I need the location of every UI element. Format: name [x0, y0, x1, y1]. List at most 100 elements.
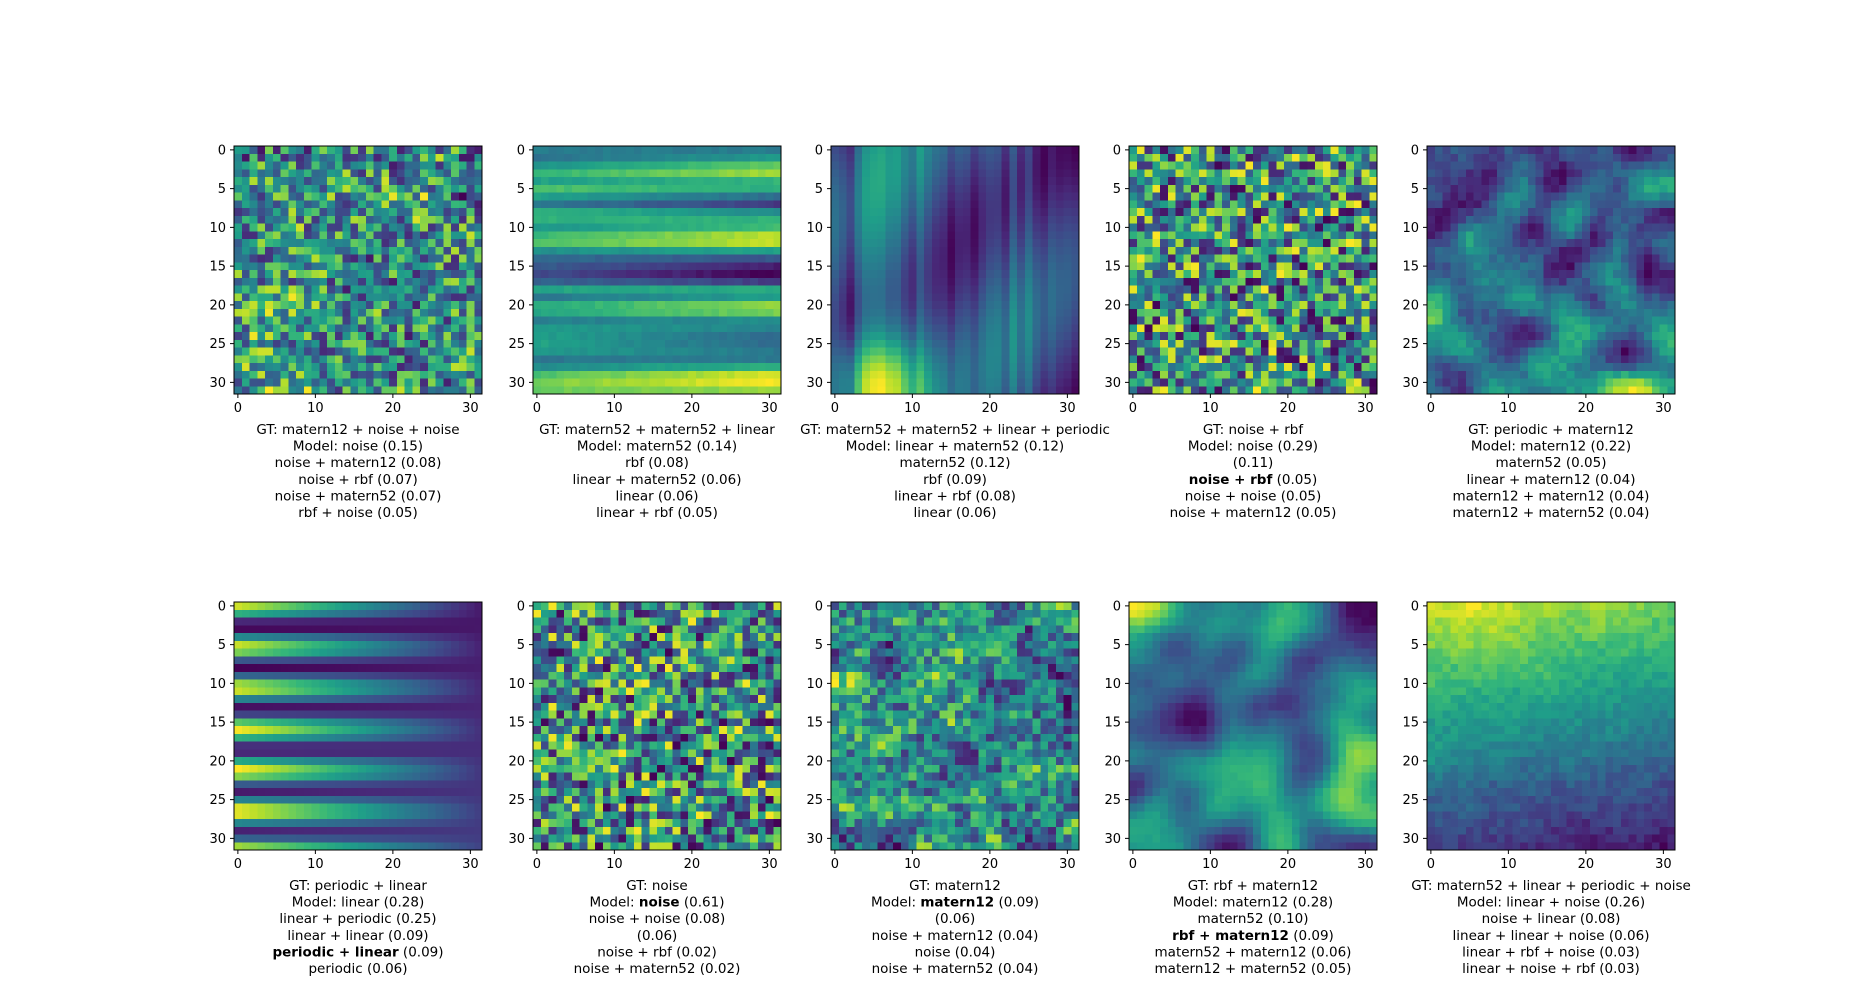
- heatmap-cell: [1071, 153, 1080, 162]
- heatmap-cell: [1458, 208, 1467, 217]
- heatmap-cell: [1017, 386, 1026, 395]
- heatmap-cell: [342, 293, 351, 302]
- heatmap-cell: [1520, 285, 1529, 294]
- heatmap-cell: [618, 215, 627, 224]
- heatmap-cell: [1496, 200, 1505, 209]
- heatmap-cell: [595, 332, 604, 341]
- heatmap-cell: [742, 161, 751, 170]
- y-tick-label: 15: [1104, 260, 1121, 275]
- heatmap-cell: [1504, 208, 1513, 217]
- heatmap-cell: [579, 355, 588, 364]
- heatmap-cell: [1040, 270, 1049, 279]
- heatmap-cell: [838, 184, 847, 193]
- heatmap-cell: [641, 161, 650, 170]
- heatmap-cell: [435, 153, 444, 162]
- heatmap-cell: [1520, 153, 1529, 162]
- heatmap-cell: [1574, 254, 1583, 263]
- heatmap-cell: [1009, 254, 1018, 263]
- heatmap-cell: [931, 285, 940, 294]
- heatmap-cell: [773, 332, 782, 341]
- heatmap-cell: [319, 169, 328, 178]
- heatmap-cell: [1315, 223, 1324, 232]
- heatmap-cell: [435, 370, 444, 379]
- heatmap-cell: [1268, 339, 1277, 348]
- heatmap-cell: [1322, 370, 1331, 379]
- heatmap-cell: [319, 200, 328, 209]
- heatmap-cell: [962, 308, 971, 317]
- heatmap-cell: [280, 184, 289, 193]
- heatmap-cell: [1009, 293, 1018, 302]
- heatmap-cell: [993, 324, 1002, 333]
- heatmap-cell: [916, 208, 925, 217]
- heatmap-cell: [334, 254, 343, 263]
- heatmap-cell: [838, 200, 847, 209]
- heatmap-cell: [1353, 378, 1362, 387]
- heatmap-cell: [773, 355, 782, 364]
- heatmap-cell: [1620, 231, 1629, 240]
- heatmap-cell: [466, 277, 475, 286]
- heatmap-cell: [579, 231, 588, 240]
- heatmap-cell: [1496, 285, 1505, 294]
- heatmap-cell: [540, 324, 549, 333]
- heatmap-cell: [1582, 153, 1591, 162]
- heatmap-cell: [978, 177, 987, 186]
- heatmap-cell: [1504, 308, 1513, 317]
- heatmap-cell: [1191, 223, 1200, 232]
- heatmap-cell: [1427, 192, 1436, 201]
- heatmap-cell: [1527, 223, 1536, 232]
- heatmap-cell: [900, 215, 909, 224]
- heatmap-cell: [1307, 277, 1316, 286]
- heatmap-cell: [303, 332, 312, 341]
- heatmap-cell: [1558, 200, 1567, 209]
- heatmap-cell: [970, 370, 979, 379]
- heatmap-cell: [303, 161, 312, 170]
- heatmap-cell: [1589, 293, 1598, 302]
- heatmap-cell: [885, 208, 894, 217]
- heatmap-cell: [342, 246, 351, 255]
- heatmap-cell: [626, 161, 635, 170]
- heatmap-cell: [319, 370, 328, 379]
- heatmap-cell: [579, 208, 588, 217]
- heatmap-cell: [358, 270, 367, 279]
- heatmap-cell: [1144, 285, 1153, 294]
- heatmap-cell: [1183, 293, 1192, 302]
- heatmap-cell: [1481, 324, 1490, 333]
- heatmap-cell: [381, 239, 390, 248]
- heatmap-cell: [1527, 293, 1536, 302]
- heatmap-cell: [695, 231, 704, 240]
- y-tick-label: 30: [508, 376, 525, 391]
- heatmap-cell: [1291, 192, 1300, 201]
- heatmap-cell: [939, 277, 948, 286]
- heatmap-cell: [1152, 285, 1161, 294]
- heatmap-cell: [342, 308, 351, 317]
- heatmap-cell: [1628, 239, 1637, 248]
- caption-segment: noise + noise (0.05): [1185, 488, 1322, 504]
- heatmap-cell: [854, 215, 863, 224]
- heatmap-cell: [1229, 254, 1238, 263]
- heatmap-cell: [1667, 285, 1676, 294]
- heatmap-cell: [1024, 153, 1033, 162]
- heatmap-cell: [765, 184, 774, 193]
- heatmap-cell: [466, 246, 475, 255]
- heatmap-cell: [1605, 301, 1614, 310]
- heatmap-cell: [1589, 161, 1598, 170]
- heatmap-cell: [1473, 192, 1482, 201]
- heatmap-cell: [241, 215, 250, 224]
- heatmap-cell: [978, 347, 987, 356]
- x-tick-label: 10: [606, 401, 623, 416]
- heatmap-cell: [986, 301, 995, 310]
- heatmap-cell: [877, 223, 886, 232]
- caption-segment: Model: linear + matern52 (0.12): [846, 439, 1064, 455]
- heatmap-cell: [1071, 308, 1080, 317]
- heatmap-cell: [1175, 262, 1184, 271]
- heatmap-cell: [296, 200, 305, 209]
- heatmap-cell: [1582, 285, 1591, 294]
- heatmap-cell: [649, 386, 658, 395]
- heatmap-cell: [1063, 301, 1072, 310]
- heatmap-cell: [342, 239, 351, 248]
- heatmap-cell: [1504, 146, 1513, 155]
- heatmap-cell: [1160, 301, 1169, 310]
- heatmap-cell: [1330, 285, 1339, 294]
- heatmap-cell: [404, 363, 413, 372]
- heatmap-cell: [1330, 153, 1339, 162]
